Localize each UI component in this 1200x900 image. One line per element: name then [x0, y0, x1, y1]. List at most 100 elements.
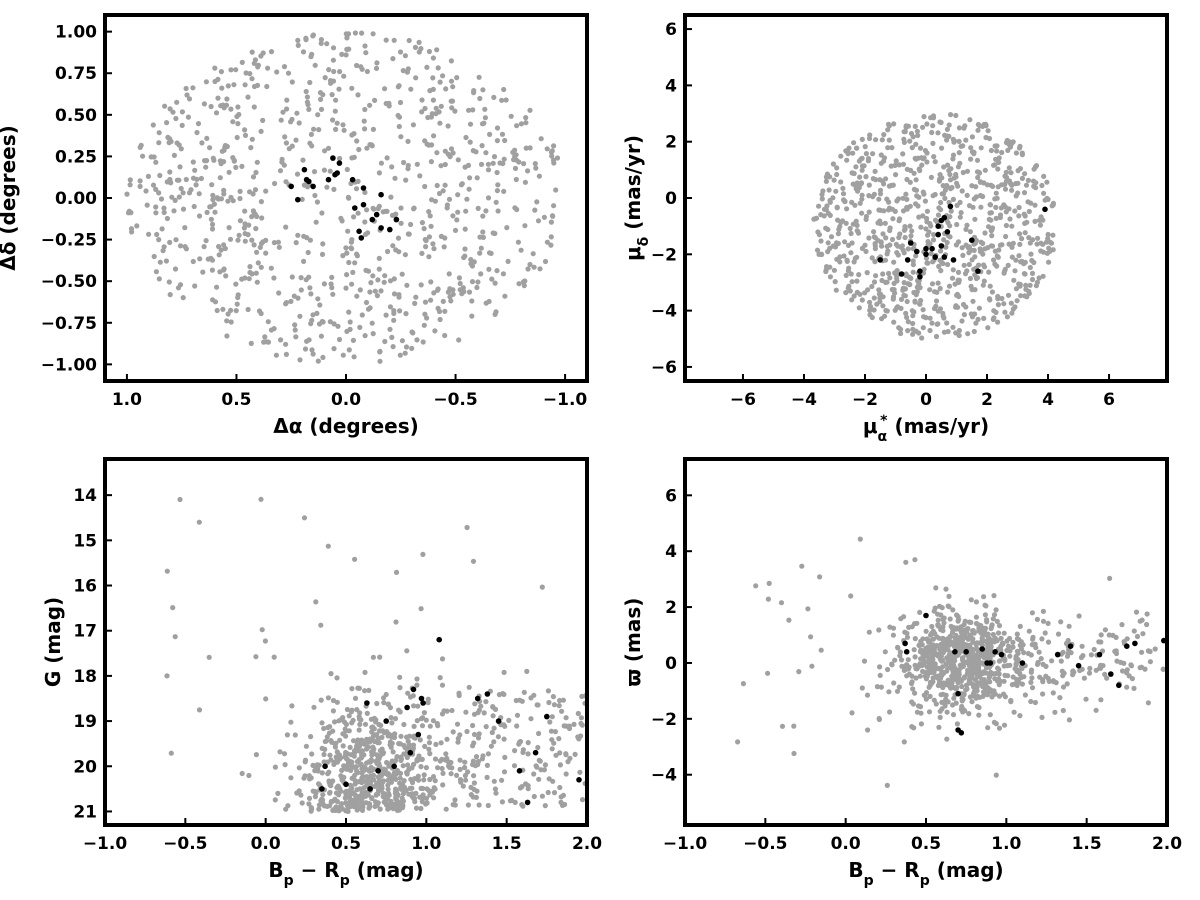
background-star-point — [249, 237, 255, 243]
background-star-point — [331, 761, 337, 768]
background-star-point — [333, 790, 340, 796]
background-star-point — [430, 55, 436, 61]
background-star-point — [837, 259, 843, 265]
background-star-point — [426, 142, 432, 148]
x-tick-label: −1.0 — [83, 834, 128, 854]
background-star-point — [1017, 241, 1023, 247]
background-star-point — [341, 73, 347, 79]
background-star-point — [814, 247, 821, 253]
background-star-point — [442, 757, 448, 763]
background-star-point — [273, 352, 279, 358]
background-star-point — [175, 285, 182, 291]
background-star-point — [359, 30, 365, 36]
background-star-point — [340, 731, 346, 737]
background-star-point — [859, 167, 865, 173]
background-star-point — [225, 198, 231, 204]
background-star-point — [904, 204, 910, 211]
background-star-point — [357, 287, 363, 293]
background-star-point — [948, 208, 954, 214]
background-star-point — [962, 123, 968, 129]
background-star-point — [886, 689, 892, 695]
background-star-point — [369, 320, 375, 326]
background-star-point — [898, 296, 905, 302]
background-star-point — [176, 194, 182, 200]
background-star-point — [288, 119, 294, 125]
background-star-point — [921, 314, 927, 320]
background-star-point — [527, 145, 533, 151]
background-star-point — [945, 665, 951, 671]
background-star-point — [1012, 268, 1018, 274]
background-star-point — [579, 693, 585, 700]
background-star-point — [1064, 653, 1071, 659]
background-star-point — [196, 519, 202, 525]
y-tick-label: 4 — [665, 542, 677, 562]
background-star-point — [1042, 630, 1048, 636]
background-star-point — [904, 298, 910, 305]
background-star-point — [352, 781, 358, 787]
background-star-point — [254, 159, 260, 165]
member-star-point — [367, 786, 373, 792]
background-star-point — [411, 206, 417, 212]
background-star-point — [322, 75, 328, 81]
background-star-point — [377, 654, 383, 660]
background-star-point — [843, 290, 849, 296]
background-star-point — [354, 293, 360, 299]
background-star-point — [981, 650, 987, 657]
background-star-point — [275, 790, 281, 797]
background-star-point — [876, 196, 882, 202]
member-star-point — [301, 166, 308, 173]
background-star-point — [938, 612, 944, 618]
background-star-point — [482, 106, 488, 112]
background-star-point — [848, 271, 854, 277]
background-star-point — [504, 225, 510, 231]
member-star-point — [955, 690, 961, 697]
background-star-point — [808, 634, 814, 640]
background-star-point — [368, 280, 374, 286]
background-star-point — [164, 179, 170, 185]
background-star-point — [464, 196, 470, 202]
background-star-point — [928, 632, 934, 638]
background-star-point — [549, 746, 555, 752]
background-star-point — [455, 209, 461, 215]
background-star-point — [971, 689, 978, 695]
background-star-point — [390, 243, 396, 249]
background-star-point — [205, 256, 211, 262]
member-star-point — [935, 231, 941, 238]
background-star-point — [881, 132, 887, 138]
background-star-point — [253, 752, 259, 758]
background-star-point — [1026, 208, 1032, 215]
background-star-point — [308, 131, 314, 137]
background-star-point — [389, 733, 395, 739]
background-star-point — [1013, 150, 1020, 156]
background-star-point — [981, 594, 987, 600]
background-star-point — [916, 642, 922, 649]
background-star-point — [339, 806, 346, 812]
background-star-point — [234, 134, 240, 141]
background-star-point — [1003, 233, 1009, 240]
background-star-point — [1144, 611, 1150, 617]
background-star-point — [404, 282, 410, 288]
background-star-point — [973, 194, 980, 200]
background-star-point — [897, 653, 903, 659]
background-star-point — [221, 159, 227, 165]
background-star-point — [448, 771, 454, 777]
background-star-point — [179, 109, 185, 115]
background-star-point — [527, 107, 533, 113]
background-star-point — [1091, 646, 1097, 653]
background-star-point — [971, 630, 977, 636]
background-star-point — [989, 233, 995, 239]
background-star-point — [948, 112, 954, 118]
background-star-point — [994, 678, 1001, 684]
background-star-point — [892, 290, 898, 296]
background-star-point — [959, 188, 965, 194]
background-star-point — [990, 183, 996, 189]
background-star-point — [283, 140, 289, 146]
background-star-point — [870, 151, 876, 157]
background-star-point — [339, 51, 345, 58]
background-star-point — [364, 760, 370, 766]
background-star-point — [532, 161, 538, 167]
background-star-point — [1041, 190, 1047, 196]
background-star-point — [447, 286, 453, 292]
background-star-point — [237, 218, 243, 224]
background-star-point — [418, 716, 425, 722]
